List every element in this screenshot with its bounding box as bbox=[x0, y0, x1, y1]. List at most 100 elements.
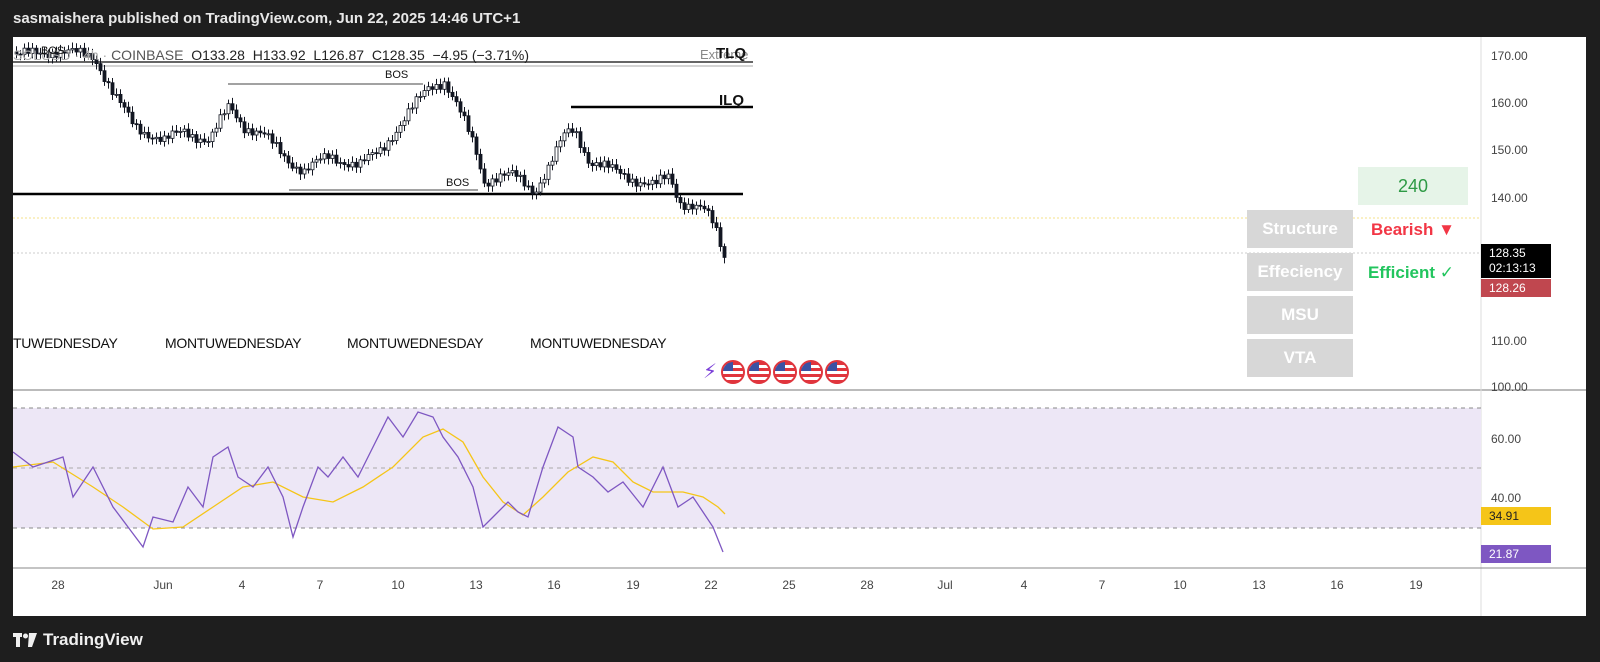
candle-body bbox=[382, 147, 387, 151]
candle-body bbox=[530, 185, 535, 195]
time-tick: 13 bbox=[469, 578, 483, 592]
candle-body bbox=[362, 159, 367, 162]
candle-body bbox=[570, 128, 575, 133]
day-label-1: TUWEDNESDAY bbox=[13, 335, 118, 351]
candle-body bbox=[378, 147, 383, 155]
candle-body bbox=[22, 47, 27, 55]
candle-body bbox=[646, 183, 651, 186]
candle-body bbox=[670, 173, 675, 185]
candle-body bbox=[250, 128, 255, 136]
candle-body bbox=[282, 153, 287, 157]
time-tick: 28 bbox=[860, 578, 874, 592]
tradingview-icon bbox=[13, 633, 37, 647]
time-tick: 25 bbox=[782, 578, 796, 592]
chart-canvas[interactable] bbox=[13, 37, 1586, 616]
candle-body bbox=[546, 164, 551, 180]
candle-body bbox=[602, 160, 607, 168]
candle-body bbox=[46, 53, 51, 59]
tradingview-logo[interactable]: TradingView bbox=[13, 630, 143, 650]
candle-body bbox=[658, 174, 663, 185]
candle-body bbox=[722, 246, 727, 258]
efficiency-value: Efficient ✓ bbox=[1368, 263, 1455, 282]
candle-body bbox=[278, 142, 283, 155]
candle-body bbox=[238, 117, 243, 123]
candle-body bbox=[26, 47, 31, 54]
candle-body bbox=[214, 127, 219, 133]
legend-symbol: SOLUSD bbox=[13, 47, 71, 63]
time-tick: 10 bbox=[1173, 578, 1187, 592]
candle-body bbox=[118, 93, 123, 104]
candle-body bbox=[166, 135, 171, 139]
candle-body bbox=[182, 128, 187, 132]
candle-body bbox=[142, 131, 147, 135]
candle-body bbox=[98, 63, 103, 72]
candle-body bbox=[522, 174, 527, 187]
candle-body bbox=[74, 48, 79, 53]
candle-body bbox=[102, 70, 107, 82]
time-tick: 10 bbox=[391, 578, 405, 592]
rsi-ma-tag: 34.91 bbox=[1481, 507, 1551, 525]
candle-body bbox=[210, 131, 215, 142]
candle-body bbox=[566, 128, 571, 134]
candle-body bbox=[314, 159, 319, 163]
price-tick: 100.00 bbox=[1491, 380, 1528, 394]
chart-area[interactable]: SOLUSD · 4h · COINBASE O133.28 H133.92 L… bbox=[13, 37, 1586, 616]
candle-body bbox=[526, 185, 531, 188]
candle-body bbox=[446, 81, 451, 93]
candle-body bbox=[242, 121, 247, 134]
candle-body bbox=[338, 162, 343, 164]
us-flag-icon[interactable] bbox=[747, 359, 772, 384]
candle-body bbox=[262, 132, 267, 135]
candle-body bbox=[326, 153, 331, 159]
candle-body bbox=[78, 47, 83, 53]
candle-body bbox=[110, 82, 115, 95]
legend-interval: 4h bbox=[83, 47, 99, 63]
candle-body bbox=[642, 182, 647, 185]
lightning-icon[interactable]: ⚡ bbox=[703, 361, 718, 383]
candle-body bbox=[490, 178, 495, 187]
candle-body bbox=[606, 160, 611, 168]
candle-body bbox=[346, 164, 351, 168]
us-flag-icon[interactable] bbox=[773, 359, 798, 384]
candle-body bbox=[422, 90, 427, 97]
candle-body bbox=[630, 178, 635, 183]
candle-body bbox=[666, 173, 671, 180]
structure-label: Structure bbox=[1247, 210, 1353, 248]
legend-close: C128.35 bbox=[371, 47, 425, 63]
candle-body bbox=[474, 136, 479, 155]
rsi-tick: 60.00 bbox=[1491, 432, 1522, 446]
time-tick: 7 bbox=[316, 578, 324, 592]
candle-body bbox=[234, 109, 239, 119]
candle-body bbox=[462, 111, 467, 117]
candle-body bbox=[542, 178, 547, 184]
candle-body bbox=[162, 135, 167, 142]
time-tick: 22 bbox=[704, 578, 718, 592]
candle-body bbox=[494, 178, 499, 183]
candle-body bbox=[690, 203, 695, 210]
candle-body bbox=[174, 130, 179, 133]
last-price: 128.35 bbox=[1489, 246, 1526, 260]
candle-body bbox=[702, 205, 707, 210]
time-tick: 4 bbox=[1020, 578, 1028, 592]
us-flag-icon[interactable] bbox=[799, 359, 824, 384]
candle-body bbox=[258, 130, 263, 134]
candle-body bbox=[710, 210, 715, 224]
legend-exchange: COINBASE bbox=[111, 47, 184, 63]
time-tick: 28 bbox=[51, 578, 65, 592]
candle-body bbox=[122, 102, 127, 108]
legend-change: −4.95 (−3.71%) bbox=[432, 47, 530, 63]
candle-body bbox=[478, 153, 483, 170]
candle-body bbox=[458, 101, 463, 113]
candle-body bbox=[70, 48, 75, 51]
candle-body bbox=[426, 86, 431, 91]
candle-body bbox=[662, 174, 667, 180]
price-tick: 160.00 bbox=[1491, 96, 1528, 110]
us-flag-icon[interactable] bbox=[721, 359, 746, 384]
candle-body bbox=[294, 166, 299, 169]
us-flag-icon[interactable] bbox=[825, 359, 850, 384]
candle-body bbox=[506, 172, 511, 176]
legend-open: O133.28 bbox=[191, 47, 245, 63]
time-tick: 7 bbox=[1098, 578, 1106, 592]
economic-events[interactable]: ⚡ bbox=[703, 359, 850, 384]
price-tick: 110.00 bbox=[1491, 334, 1527, 348]
